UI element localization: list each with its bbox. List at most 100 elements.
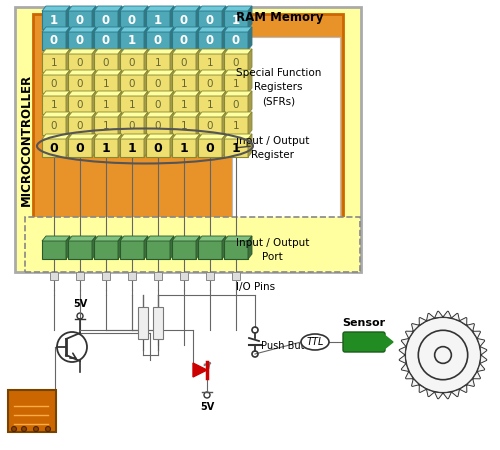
Circle shape [22, 427, 26, 432]
Bar [128, 272, 136, 280]
Polygon shape [94, 70, 122, 75]
Polygon shape [92, 49, 96, 72]
Bar [25, 217, 360, 272]
Text: 1: 1 [232, 79, 239, 89]
Polygon shape [120, 49, 148, 54]
Polygon shape [118, 134, 122, 157]
Polygon shape [42, 27, 70, 32]
Polygon shape [92, 91, 96, 114]
Polygon shape [198, 134, 226, 139]
Polygon shape [68, 91, 96, 96]
Bar [224, 116, 248, 135]
Text: 0: 0 [206, 14, 214, 27]
Polygon shape [434, 392, 443, 399]
Polygon shape [94, 134, 122, 139]
Polygon shape [248, 236, 252, 259]
Text: 0: 0 [77, 121, 83, 131]
Polygon shape [399, 346, 406, 355]
Bar [146, 138, 170, 157]
Bar [146, 53, 170, 72]
Polygon shape [224, 91, 252, 96]
Bar [68, 10, 92, 29]
Text: 0: 0 [206, 141, 214, 154]
Text: 5V: 5V [73, 299, 87, 309]
Text: 0: 0 [77, 58, 83, 68]
Bar [102, 272, 110, 280]
Bar [172, 53, 196, 72]
Bar [198, 116, 222, 135]
Text: 0: 0 [77, 100, 83, 110]
Bar [153, 306, 163, 338]
Bar [68, 31, 92, 50]
Text: 0: 0 [207, 79, 213, 89]
Text: 1: 1 [232, 14, 240, 27]
Text: 1: 1 [50, 58, 58, 68]
Text: 0: 0 [180, 35, 188, 48]
Polygon shape [68, 27, 96, 32]
Text: 1: 1 [180, 141, 188, 154]
Polygon shape [66, 236, 70, 259]
Bar [198, 138, 222, 157]
Polygon shape [92, 236, 96, 259]
Polygon shape [172, 236, 200, 241]
Bar [146, 95, 170, 114]
Bar [68, 95, 92, 114]
Polygon shape [144, 6, 148, 29]
Bar [42, 116, 66, 135]
Bar [172, 95, 196, 114]
Text: 0: 0 [129, 79, 135, 89]
Polygon shape [248, 70, 252, 93]
Text: 0: 0 [50, 35, 58, 48]
Bar [198, 95, 222, 114]
Polygon shape [472, 372, 480, 379]
Polygon shape [460, 318, 467, 325]
Polygon shape [120, 27, 148, 32]
Polygon shape [92, 112, 96, 135]
Polygon shape [94, 49, 122, 54]
Polygon shape [196, 49, 200, 72]
Polygon shape [198, 91, 226, 96]
Bar [172, 31, 196, 50]
Polygon shape [66, 27, 70, 50]
Polygon shape [248, 91, 252, 114]
Bar [206, 272, 214, 280]
Bar [94, 95, 118, 114]
Polygon shape [146, 27, 174, 32]
Polygon shape [412, 379, 420, 387]
Polygon shape [94, 27, 122, 32]
Polygon shape [66, 134, 70, 157]
Polygon shape [466, 324, 474, 331]
Polygon shape [198, 27, 226, 32]
Polygon shape [196, 112, 200, 135]
Polygon shape [477, 364, 484, 372]
Polygon shape [144, 134, 148, 157]
Polygon shape [170, 6, 174, 29]
Polygon shape [170, 112, 174, 135]
Bar [120, 10, 144, 29]
Bar [180, 272, 188, 280]
Polygon shape [146, 134, 174, 139]
Polygon shape [144, 236, 148, 259]
Polygon shape [222, 91, 226, 114]
Polygon shape [383, 334, 393, 350]
Text: 5V: 5V [200, 402, 214, 412]
Polygon shape [170, 27, 174, 50]
Text: 0: 0 [154, 141, 162, 154]
Polygon shape [92, 27, 96, 50]
Text: 0: 0 [50, 141, 58, 154]
Polygon shape [224, 6, 252, 11]
Bar [224, 10, 248, 29]
Polygon shape [222, 134, 226, 157]
Bar [42, 138, 66, 157]
Text: 0: 0 [129, 58, 135, 68]
Bar [172, 138, 196, 157]
Text: 1: 1 [102, 100, 110, 110]
Bar [232, 272, 240, 280]
Text: 1: 1 [206, 58, 214, 68]
Text: 0: 0 [51, 121, 57, 131]
Polygon shape [66, 70, 70, 93]
Text: RAM Memory: RAM Memory [236, 10, 324, 23]
Bar [146, 10, 170, 29]
Bar [42, 10, 66, 29]
Polygon shape [146, 6, 174, 11]
